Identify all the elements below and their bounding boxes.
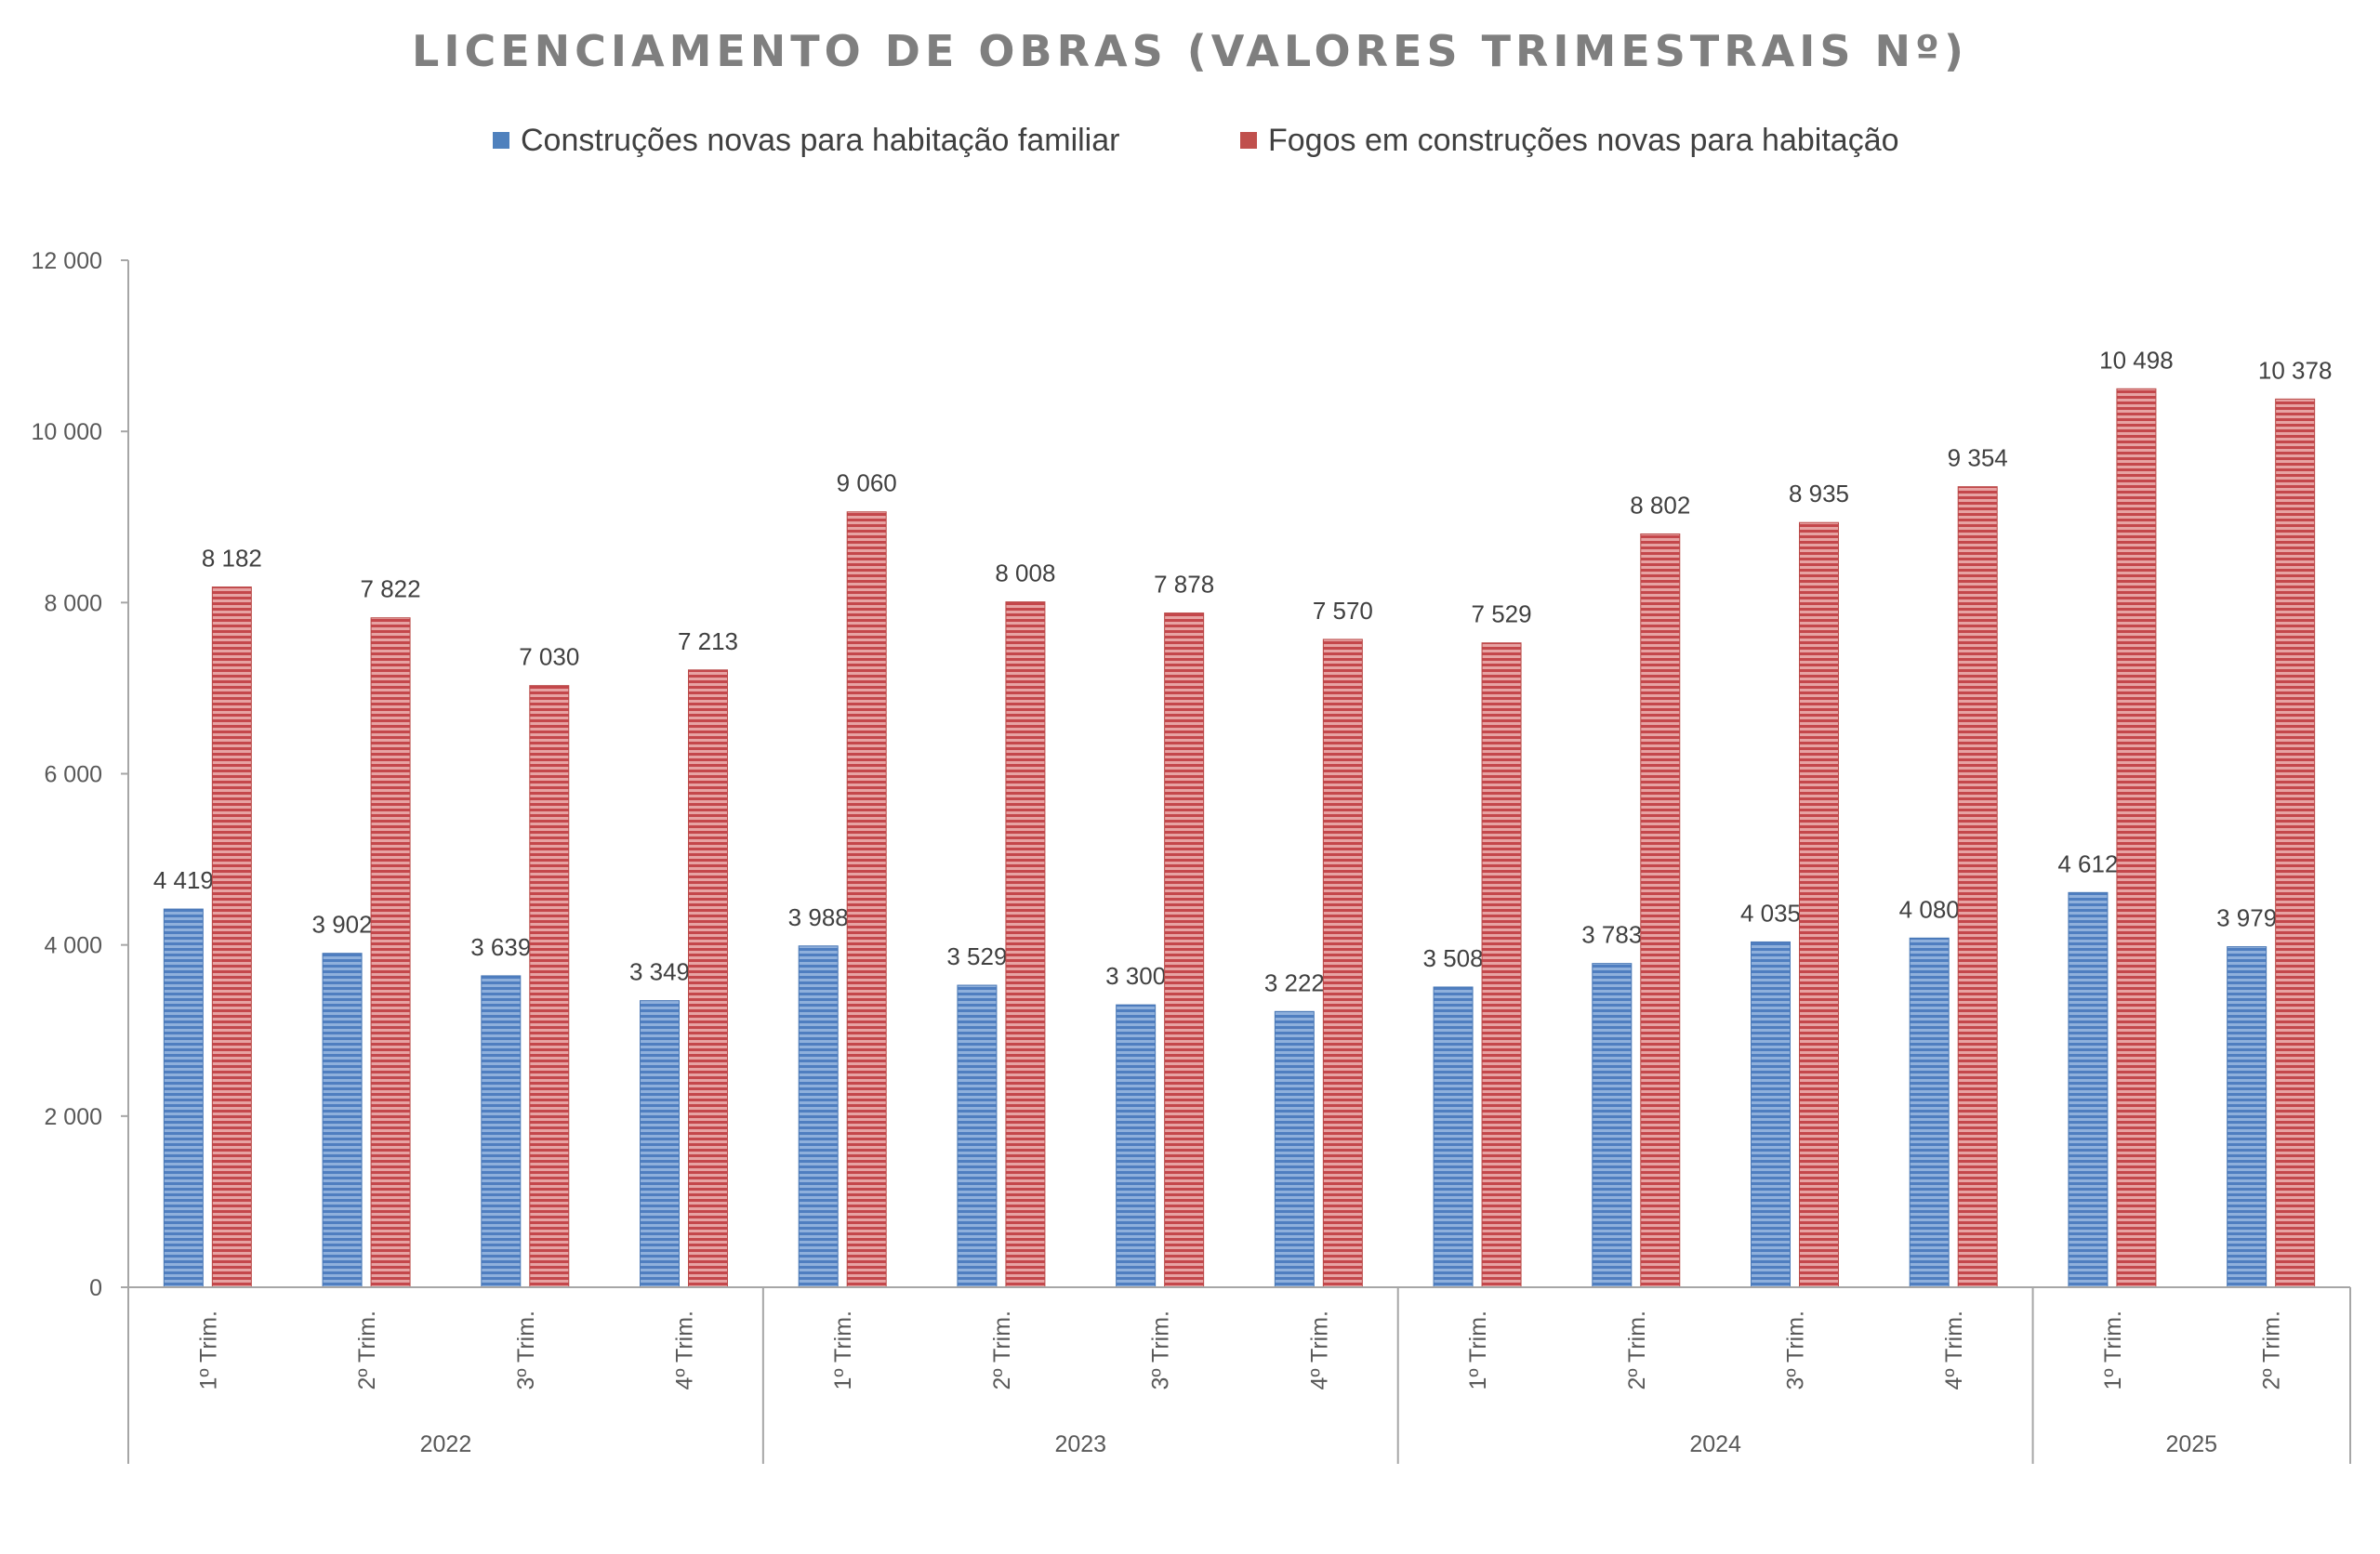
data-label-fogos: 7 213: [678, 627, 738, 655]
bar-construcoes: [481, 975, 522, 1288]
x-tick-label-quarter: 4º Trim.: [1941, 1310, 1967, 1390]
data-label-fogos: 7 878: [1154, 571, 1214, 599]
bar-fogos: [2275, 398, 2316, 1288]
bar-construcoes: [1116, 1004, 1157, 1288]
x-tick-label-quarter: 1º Trim.: [830, 1310, 856, 1390]
bar-fogos: [1640, 533, 1681, 1288]
data-label-fogos: 7 529: [1472, 600, 1532, 628]
bar-fogos: [688, 669, 728, 1288]
x-group-label-year: 2022: [420, 1431, 472, 1457]
x-tick-label-quarter: 3º Trim.: [1783, 1310, 1809, 1390]
bar-construcoes: [2068, 891, 2109, 1288]
x-group-label-year: 2025: [2165, 1431, 2217, 1457]
bar-construcoes: [322, 953, 363, 1288]
bar-construcoes: [163, 908, 204, 1288]
data-label-construcoes: 3 300: [1105, 962, 1166, 990]
data-label-fogos: 9 354: [1948, 444, 2008, 472]
data-label-fogos: 10 378: [2258, 356, 2333, 384]
bar-construcoes: [1592, 963, 1633, 1288]
y-tick-label: 10 000: [32, 419, 102, 445]
legend-label-fogos: Fogos em construções novas para habitaçã…: [1268, 122, 1899, 158]
x-tick-label-quarter: 1º Trim.: [195, 1310, 221, 1390]
legend-item-construcoes: Construções novas para habitação familia…: [493, 117, 1119, 164]
data-label-fogos: 8 008: [995, 560, 1055, 587]
bar-construcoes: [640, 1000, 680, 1288]
data-label-construcoes: 3 988: [788, 903, 849, 931]
data-label-fogos: 8 802: [1630, 491, 1690, 519]
data-label-construcoes: 3 508: [1423, 944, 1484, 972]
data-label-fogos: 7 822: [361, 575, 421, 603]
legend-label-construcoes: Construções novas para habitação familia…: [521, 122, 1120, 158]
data-label-fogos: 10 498: [2099, 346, 2174, 374]
x-tick-label-quarter: 2º Trim.: [354, 1310, 380, 1390]
bar-fogos: [1481, 642, 1522, 1288]
data-label-construcoes: 3 902: [312, 911, 373, 939]
data-label-construcoes: 3 529: [946, 942, 1007, 970]
x-tick-label-quarter: 4º Trim.: [1306, 1310, 1332, 1390]
bar-construcoes: [798, 945, 839, 1288]
data-label-construcoes: 3 222: [1264, 968, 1325, 996]
data-label-construcoes: 3 639: [470, 933, 531, 961]
data-label-construcoes: 4 419: [153, 866, 214, 894]
data-label-fogos: 7 030: [519, 643, 579, 671]
bar-fogos: [1005, 601, 1046, 1288]
x-tick-label-quarter: 2º Trim.: [1624, 1310, 1650, 1390]
x-tick-label-quarter: 3º Trim.: [1148, 1310, 1174, 1390]
bar-fogos: [211, 586, 252, 1288]
bar-fogos: [370, 617, 411, 1288]
y-tick-label: 4 000: [44, 933, 102, 959]
x-tick-label-quarter: 1º Trim.: [1465, 1310, 1491, 1390]
x-axis: 1º Trim. 2º Trim. 3º Trim. 4º Trim. 1º Trim.…: [127, 1286, 2351, 1464]
data-label-fogos: 8 935: [1789, 480, 1849, 507]
bar-fogos: [2116, 388, 2157, 1288]
data-label-fogos: 7 570: [1313, 597, 1373, 625]
bar-construcoes: [1433, 986, 1474, 1288]
bar-construcoes: [1909, 937, 1950, 1288]
data-label-fogos: 8 182: [202, 545, 262, 573]
legend-swatch-red: [1240, 132, 1257, 149]
x-tick-label-quarter: 3º Trim.: [513, 1310, 539, 1390]
bar-fogos: [1957, 486, 1998, 1288]
y-tick-label: 12 000: [32, 248, 102, 274]
chart-title: LICENCIAMENTO DE OBRAS (VALORES TRIMESTR…: [412, 26, 1968, 76]
bar-fogos: [1164, 612, 1205, 1288]
legend-swatch-blue: [493, 132, 509, 149]
x-tick-label-quarter: 2º Trim.: [989, 1310, 1015, 1390]
bar-construcoes: [957, 984, 998, 1288]
x-tick-label-quarter: 4º Trim.: [672, 1310, 698, 1390]
bar-construcoes: [1274, 1010, 1315, 1288]
bar-fogos: [529, 685, 570, 1288]
bar-construcoes: [2227, 946, 2268, 1288]
y-tick-label: 6 000: [44, 762, 102, 788]
data-label-construcoes: 3 349: [629, 958, 690, 986]
bar-construcoes: [1751, 941, 1791, 1288]
x-group-label-year: 2023: [1054, 1431, 1106, 1457]
bar-fogos: [1322, 639, 1363, 1288]
y-tick-label: 0: [89, 1275, 102, 1301]
data-label-construcoes: 4 612: [2057, 849, 2118, 877]
chart-legend: Construções novas para habitação familia…: [0, 117, 2380, 164]
data-label-construcoes: 4 080: [1899, 895, 1960, 923]
x-tick-label-quarter: 1º Trim.: [2100, 1310, 2126, 1390]
data-label-construcoes: 4 035: [1740, 899, 1801, 927]
x-tick-label-quarter: 2º Trim.: [2259, 1310, 2285, 1390]
legend-item-fogos: Fogos em construções novas para habitaçã…: [1240, 117, 1899, 164]
bar-fogos: [846, 511, 887, 1288]
bars: 4 419 8 182 3 902 7 822 3 639 7 030 3 349 7 213…: [153, 346, 2333, 1288]
y-axis: 0 2 000 4 000 6 000 8 000 10 000 12 000: [32, 248, 129, 1301]
y-tick-label: 2 000: [44, 1104, 102, 1130]
bar-fogos: [1799, 521, 1839, 1288]
data-label-construcoes: 3 979: [2216, 904, 2277, 932]
x-group-label-year: 2024: [1689, 1431, 1741, 1457]
data-label-construcoes: 3 783: [1581, 921, 1642, 949]
data-label-fogos: 9 060: [837, 469, 897, 497]
y-tick-label: 8 000: [44, 590, 102, 616]
